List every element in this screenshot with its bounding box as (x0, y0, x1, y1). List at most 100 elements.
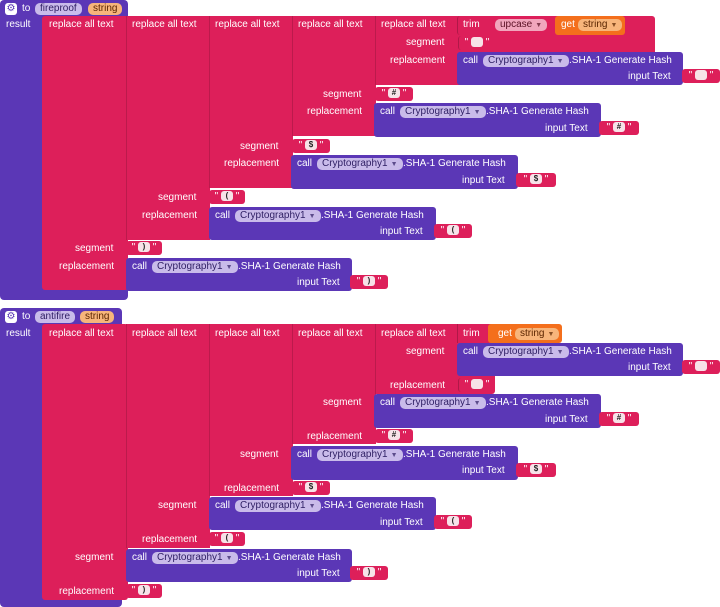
replace-all-text-label: replace all text (298, 328, 363, 339)
method-label: .SHA-1 Generate Hash (486, 397, 589, 408)
segment-label: segment (75, 552, 114, 563)
component-dropdown[interactable]: Cryptography1 ▼ (317, 449, 403, 461)
text-literal[interactable]: " " (682, 360, 720, 374)
replace-all-text-block[interactable] (209, 324, 293, 496)
text-value[interactable]: ( (447, 225, 459, 236)
text-literal[interactable]: " ) " (350, 275, 388, 289)
chevron-down-icon: ▼ (547, 331, 555, 338)
text-literal[interactable]: " " (682, 69, 720, 83)
get-variable-dropdown[interactable]: string ▼ (578, 19, 623, 31)
text-value[interactable]: $ (305, 140, 317, 151)
call-label: call (215, 500, 231, 511)
replacement-label: replacement (307, 106, 363, 117)
component-value: Cryptography1 (157, 261, 223, 272)
text-value[interactable]: ) (138, 585, 150, 596)
text-value[interactable] (695, 361, 707, 372)
upcase-dropdown[interactable]: upcase ▼ (495, 19, 548, 31)
text-value[interactable]: # (613, 122, 625, 133)
replace-all-text-label: replace all text (132, 19, 197, 30)
replace-all-text-block[interactable] (42, 324, 128, 600)
text-value[interactable]: ) (363, 276, 375, 287)
component-value: Cryptography1 (322, 158, 388, 169)
component-dropdown[interactable]: Cryptography1 ▼ (400, 106, 486, 118)
replacement-label: replacement (307, 431, 363, 442)
quote-close: " (319, 140, 324, 151)
text-value[interactable]: ( (221, 533, 233, 544)
input-text-label: input Text (297, 568, 340, 579)
quote-open: " (688, 70, 693, 81)
quote-open: " (606, 413, 611, 424)
replace-all-text-block[interactable] (126, 324, 210, 548)
chevron-down-icon: ▼ (390, 452, 398, 459)
text-value[interactable] (471, 37, 483, 48)
gear-icon[interactable]: ⚙ (5, 3, 17, 15)
text-value[interactable]: ) (363, 567, 375, 578)
text-value[interactable]: $ (305, 482, 317, 493)
text-value[interactable]: ( (447, 516, 459, 527)
text-value[interactable]: $ (530, 464, 542, 475)
text-literal[interactable]: " ( " (434, 515, 472, 529)
procedure-to-label: to (22, 311, 31, 322)
quote-open: " (381, 430, 386, 441)
component-dropdown[interactable]: Cryptography1 ▼ (317, 158, 403, 170)
text-literal[interactable]: " # " (375, 429, 413, 443)
procedure-name-field[interactable]: antifire (35, 311, 76, 323)
procedure-name-field[interactable]: fireproof (35, 3, 82, 15)
text-value[interactable]: # (613, 413, 625, 424)
text-literal[interactable]: " ) " (126, 241, 162, 255)
replace-all-text-block[interactable] (292, 16, 376, 136)
gear-icon[interactable]: ⚙ (5, 311, 17, 323)
component-dropdown[interactable]: Cryptography1 ▼ (152, 552, 238, 564)
text-value[interactable]: # (388, 430, 400, 441)
text-literal[interactable]: " " (458, 36, 495, 50)
text-literal[interactable]: " " (458, 378, 495, 392)
text-value[interactable]: # (388, 88, 400, 99)
call-label: call (297, 158, 313, 169)
text-literal[interactable]: " ( " (434, 224, 472, 238)
call-label: call (215, 210, 231, 221)
replace-all-text-block[interactable] (292, 324, 376, 444)
trim-block[interactable] (457, 324, 495, 343)
replace-all-text-block[interactable] (42, 16, 128, 290)
component-dropdown[interactable]: Cryptography1 ▼ (483, 55, 569, 67)
get-variable-value: string (583, 19, 608, 30)
segment-label: segment (75, 243, 114, 254)
procedure-param-field[interactable]: string (88, 3, 123, 15)
component-dropdown[interactable]: Cryptography1 ▼ (152, 261, 238, 273)
trim-label: trim (463, 19, 480, 30)
component-dropdown[interactable]: Cryptography1 ▼ (235, 500, 321, 512)
call-label: call (380, 106, 396, 117)
quote-open: " (131, 585, 136, 596)
component-dropdown[interactable]: Cryptography1 ▼ (400, 397, 486, 409)
component-value: Cryptography1 (405, 106, 471, 117)
text-literal[interactable]: " # " (599, 412, 639, 426)
text-value[interactable]: ) (138, 242, 150, 253)
text-literal[interactable]: " ) " (350, 566, 388, 580)
text-literal[interactable]: " ( " (209, 532, 245, 546)
quote-open: " (464, 379, 469, 390)
text-literal[interactable]: " # " (375, 87, 413, 101)
chevron-down-icon: ▼ (308, 213, 316, 220)
text-value[interactable]: ( (221, 191, 233, 202)
text-literal[interactable]: " $ " (516, 463, 556, 477)
text-value[interactable] (471, 379, 483, 390)
call-label: call (132, 261, 148, 272)
replace-all-text-block[interactable] (209, 16, 293, 188)
text-literal[interactable]: " $ " (292, 481, 330, 495)
quote-close: " (461, 225, 466, 236)
text-literal[interactable]: " # " (599, 121, 639, 135)
text-literal[interactable]: " ) " (126, 584, 162, 598)
get-variable-dropdown[interactable]: string ▼ (515, 328, 560, 340)
replace-all-text-block[interactable] (126, 16, 210, 240)
procedure-param-field[interactable]: string (80, 311, 115, 323)
text-literal[interactable]: " $ " (292, 139, 330, 153)
text-literal[interactable]: " $ " (516, 173, 556, 187)
quote-close: " (544, 464, 549, 475)
segment-label: segment (158, 192, 197, 203)
method-label: .SHA-1 Generate Hash (321, 500, 424, 511)
text-literal[interactable]: " ( " (209, 190, 245, 204)
text-value[interactable]: $ (530, 174, 542, 185)
component-dropdown[interactable]: Cryptography1 ▼ (235, 210, 321, 222)
component-dropdown[interactable]: Cryptography1 ▼ (483, 346, 569, 358)
text-value[interactable] (695, 70, 707, 81)
